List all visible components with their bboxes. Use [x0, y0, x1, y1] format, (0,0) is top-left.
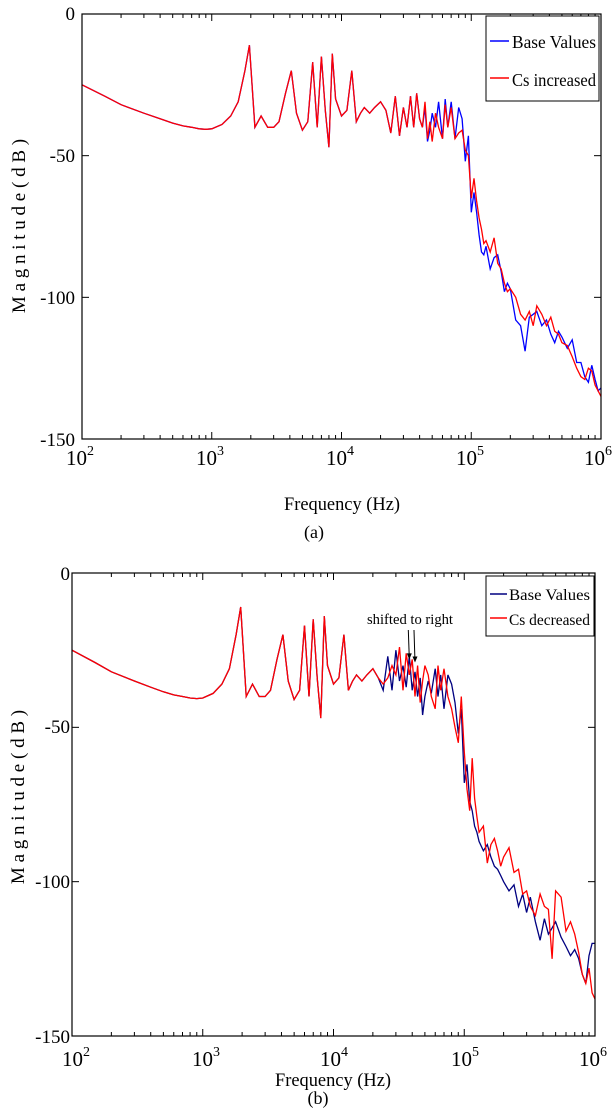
legend-label-modified: Cs decreased [509, 612, 590, 629]
legend-label-base: Base Values [509, 587, 590, 604]
chart-panel-a: 0 -50 -100 -150 102 103 104 105 106 Freq… [9, 4, 612, 543]
legend-box [485, 15, 600, 102]
x-axis-label: Frequency (Hz) [284, 494, 400, 515]
y-axis-label: M a g n i t u d e ( d B ) [8, 710, 29, 884]
y-tick-label: -50 [45, 717, 70, 738]
x-tick-label: 103 [192, 1045, 220, 1071]
annotation-arrow [413, 629, 416, 662]
series-line-base [71, 606, 595, 984]
legend-label-modified: Cs increased [512, 70, 596, 90]
y-tick-label: 0 [61, 564, 71, 585]
y-tick-label: -150 [40, 430, 75, 451]
axis-ticks [71, 572, 595, 1037]
x-tick-label: 106 [584, 444, 612, 470]
chart-panel-b: 0 -50 -100 -150 102 103 104 105 106 Freq… [8, 564, 607, 1109]
x-axis-label: Frequency (Hz) [275, 1070, 391, 1091]
x-tick-label: 105 [456, 444, 484, 470]
x-tick-label: 105 [451, 1045, 479, 1071]
x-tick-label: 102 [66, 444, 94, 470]
x-tick-label: 102 [62, 1045, 90, 1071]
y-axis-label: M a g n i t u d e ( d B ) [9, 139, 30, 313]
series-layer [81, 45, 602, 397]
legend: Base Values Cs decreased [485, 575, 595, 637]
annotation-arrows [406, 629, 418, 663]
y-tick-label: -150 [35, 1027, 70, 1048]
legend-box [485, 575, 595, 637]
series-line-modified [81, 45, 602, 397]
legend-label-base: Base Values [512, 32, 596, 52]
y-tick-label: -50 [50, 146, 75, 167]
x-tick-label: 103 [196, 444, 224, 470]
annotation-arrowhead [412, 656, 418, 663]
series-line-modified [71, 606, 596, 1000]
y-tick-label: 0 [66, 4, 76, 25]
annotation-text: shifted to right [367, 612, 454, 628]
axis-ticks [81, 13, 601, 440]
y-tick-label: -100 [40, 288, 75, 309]
annotation-arrowhead [406, 653, 412, 660]
x-tick-label: 106 [579, 1045, 607, 1071]
plot-frame [71, 572, 596, 1037]
annotation: shifted to right [367, 612, 454, 663]
x-tick-label: 104 [320, 1045, 348, 1071]
panel-label: (a) [304, 522, 324, 543]
panel-label: (b) [308, 1088, 329, 1109]
legend: Base Values Cs increased [485, 15, 600, 102]
x-tick-label: 104 [326, 444, 354, 470]
series-layer [71, 606, 596, 1000]
y-tick-label: -100 [35, 872, 70, 893]
